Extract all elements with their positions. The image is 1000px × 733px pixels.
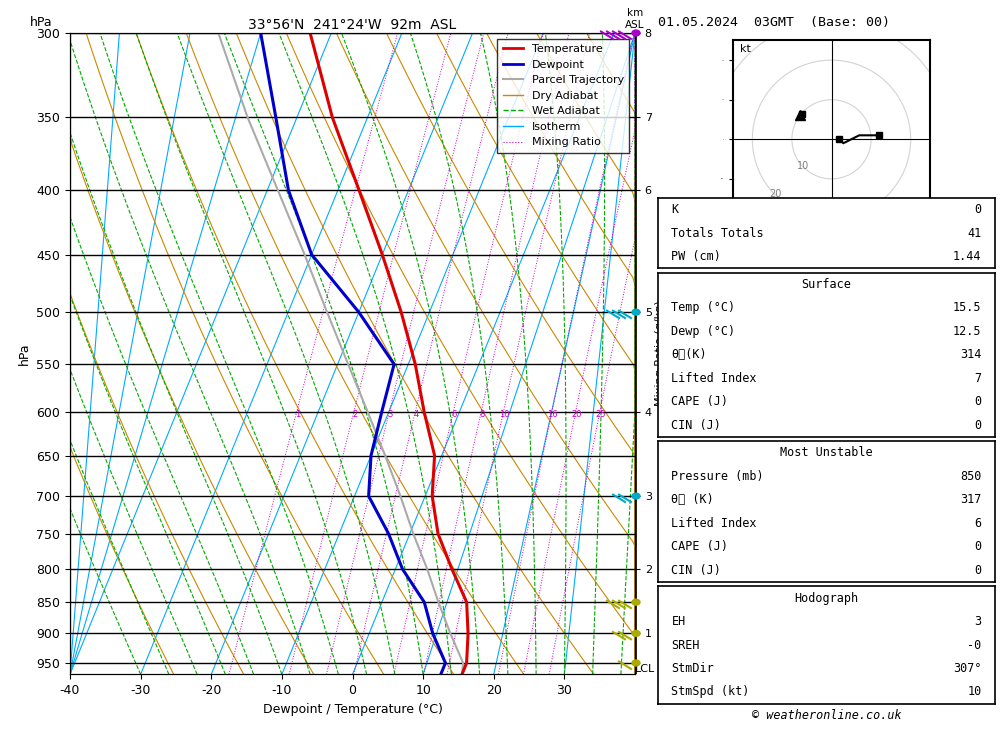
Text: 0: 0 bbox=[974, 203, 982, 216]
Text: 3: 3 bbox=[388, 410, 393, 419]
Text: StmSpd (kt): StmSpd (kt) bbox=[671, 685, 750, 699]
Text: 317: 317 bbox=[960, 493, 982, 507]
Text: 0: 0 bbox=[974, 564, 982, 577]
Text: StmDir: StmDir bbox=[671, 662, 714, 675]
Text: 25: 25 bbox=[595, 410, 606, 419]
Text: 6: 6 bbox=[452, 410, 457, 419]
X-axis label: Dewpoint / Temperature (°C): Dewpoint / Temperature (°C) bbox=[263, 703, 442, 715]
Text: Hodograph: Hodograph bbox=[794, 592, 859, 605]
Title: 33°56'N  241°24'W  92m  ASL: 33°56'N 241°24'W 92m ASL bbox=[248, 18, 457, 32]
Text: Dewp (°C): Dewp (°C) bbox=[671, 325, 736, 338]
Text: 10: 10 bbox=[797, 161, 810, 172]
Text: CIN (J): CIN (J) bbox=[671, 564, 721, 577]
Text: Surface: Surface bbox=[802, 278, 851, 291]
Text: 20: 20 bbox=[769, 189, 782, 199]
Text: 314: 314 bbox=[960, 348, 982, 361]
Text: 307°: 307° bbox=[953, 662, 982, 675]
Text: 7: 7 bbox=[974, 372, 982, 385]
Text: Lifted Index: Lifted Index bbox=[671, 517, 757, 530]
Legend: Temperature, Dewpoint, Parcel Trajectory, Dry Adiabat, Wet Adiabat, Isotherm, Mi: Temperature, Dewpoint, Parcel Trajectory… bbox=[497, 39, 629, 153]
Text: 20: 20 bbox=[571, 410, 582, 419]
Text: 41: 41 bbox=[967, 226, 982, 240]
Text: PW (cm): PW (cm) bbox=[671, 250, 721, 263]
Text: Totals Totals: Totals Totals bbox=[671, 226, 764, 240]
Text: -0: -0 bbox=[967, 638, 982, 652]
Text: CAPE (J): CAPE (J) bbox=[671, 395, 728, 408]
Text: Most Unstable: Most Unstable bbox=[780, 446, 873, 460]
Text: SREH: SREH bbox=[671, 638, 700, 652]
Text: CIN (J): CIN (J) bbox=[671, 419, 721, 432]
Text: θᴇ(K): θᴇ(K) bbox=[671, 348, 707, 361]
Text: 0: 0 bbox=[974, 419, 982, 432]
Text: 2: 2 bbox=[352, 410, 358, 419]
Text: 6: 6 bbox=[974, 517, 982, 530]
Text: 3: 3 bbox=[974, 615, 982, 628]
Text: 4: 4 bbox=[414, 410, 419, 419]
Text: 1.44: 1.44 bbox=[953, 250, 982, 263]
Text: 16: 16 bbox=[548, 410, 558, 419]
Text: LCL: LCL bbox=[635, 663, 655, 674]
Text: K: K bbox=[671, 203, 679, 216]
Text: Temp (°C): Temp (°C) bbox=[671, 301, 736, 314]
Text: 12.5: 12.5 bbox=[953, 325, 982, 338]
Text: 0: 0 bbox=[974, 395, 982, 408]
Y-axis label: hPa: hPa bbox=[18, 342, 31, 365]
Text: 01.05.2024  03GMT  (Base: 00): 01.05.2024 03GMT (Base: 00) bbox=[658, 16, 890, 29]
Text: hPa: hPa bbox=[30, 16, 53, 29]
Text: 15.5: 15.5 bbox=[953, 301, 982, 314]
Text: 8: 8 bbox=[480, 410, 485, 419]
Text: θᴇ (K): θᴇ (K) bbox=[671, 493, 714, 507]
Y-axis label: Mixing Ratio (g/kg): Mixing Ratio (g/kg) bbox=[655, 301, 665, 407]
Text: 10: 10 bbox=[499, 410, 510, 419]
Text: km
ASL: km ASL bbox=[625, 8, 645, 30]
Text: 1: 1 bbox=[295, 410, 300, 419]
Text: CAPE (J): CAPE (J) bbox=[671, 540, 728, 553]
Text: 850: 850 bbox=[960, 470, 982, 483]
Text: 0: 0 bbox=[974, 540, 982, 553]
Text: Pressure (mb): Pressure (mb) bbox=[671, 470, 764, 483]
Text: Lifted Index: Lifted Index bbox=[671, 372, 757, 385]
Text: kt: kt bbox=[740, 44, 751, 54]
Text: 10: 10 bbox=[967, 685, 982, 699]
Text: © weatheronline.co.uk: © weatheronline.co.uk bbox=[752, 709, 901, 722]
Text: EH: EH bbox=[671, 615, 686, 628]
